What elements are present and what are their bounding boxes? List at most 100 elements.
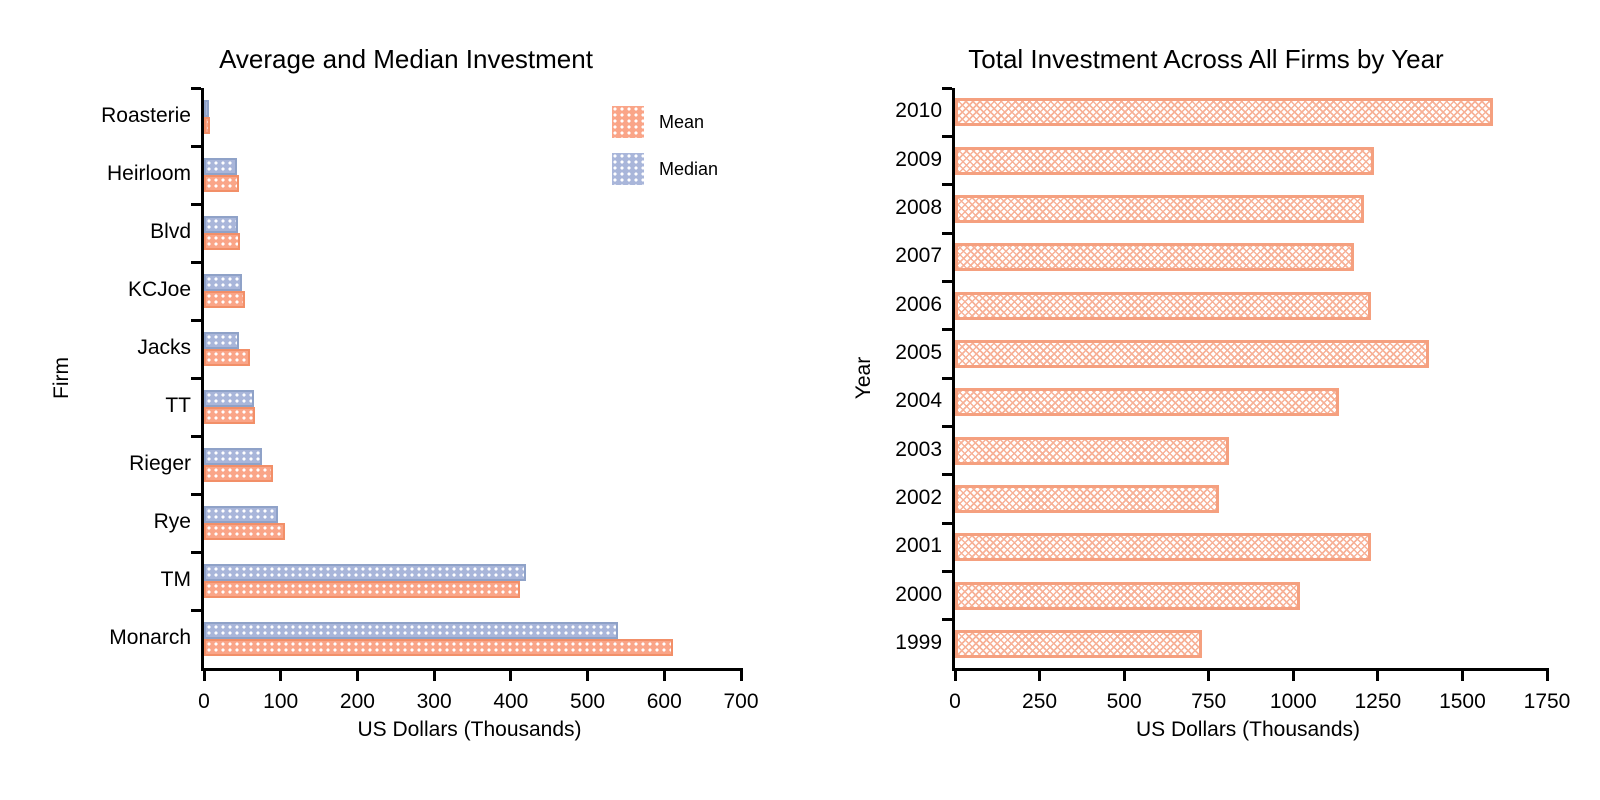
y-axis-tick [191, 492, 201, 496]
y-axis-tick [191, 608, 201, 612]
x-tick-label-1250: 1250 [1354, 690, 1402, 713]
bar-total-2009 [955, 146, 1375, 175]
bar-total-2004 [955, 388, 1339, 417]
bar-total-2010 [955, 98, 1493, 127]
chart-title-total-by-year: Total Investment Across All Firms by Yea… [968, 44, 1444, 74]
legend-swatch-median [612, 153, 644, 185]
x-axis-tick [1291, 668, 1295, 681]
y-axis-tick [191, 376, 201, 380]
bar-median-tm [204, 564, 527, 581]
bar-total-2006 [955, 291, 1372, 320]
category-label-2009: 2009 [895, 147, 942, 171]
x-axis-tick [1376, 668, 1380, 681]
bar-mean-heirloom [204, 175, 240, 192]
category-label-kcjoe: KCJoe [127, 278, 191, 301]
x-axis-label-right: US Dollars (Thousands) [1135, 718, 1361, 741]
category-label-rieger: Rieger [129, 452, 191, 475]
x-axis-tick [662, 668, 666, 681]
bar-median-blvd [204, 216, 238, 233]
bar-median-kcjoe [204, 274, 242, 291]
category-label-2005: 2005 [895, 340, 942, 364]
y-axis-tick [942, 376, 952, 380]
x-axis-tick [509, 668, 513, 681]
x-tick-label-0: 0 [949, 690, 961, 713]
x-tick-label-600: 600 [646, 690, 682, 713]
bar-mean-monarch [204, 639, 674, 656]
category-label-jacks: Jacks [137, 336, 191, 359]
category-label-2001: 2001 [895, 534, 942, 558]
bar-total-2005 [955, 339, 1429, 368]
y-axis-tick [191, 550, 201, 554]
x-axis-tick [279, 668, 283, 681]
y-axis-tick [191, 202, 201, 206]
category-label-tm: TM [160, 568, 191, 591]
x-tick-label-750: 750 [1191, 690, 1227, 713]
bar-mean-blvd [204, 233, 241, 250]
bar-mean-rye [204, 523, 286, 540]
bar-median-rye [204, 506, 279, 523]
x-tick-label-500: 500 [1106, 690, 1142, 713]
x-axis-tick [739, 668, 743, 681]
y-axis-tick [942, 86, 952, 90]
bar-mean-roasterie [204, 117, 211, 134]
category-label-roasterie: Roasterie [101, 104, 191, 127]
category-label-2003: 2003 [895, 437, 942, 461]
x-axis-tick [1545, 668, 1549, 681]
category-label-blvd: Blvd [150, 220, 191, 243]
x-axis-tick [355, 668, 359, 681]
bar-total-2002 [955, 484, 1219, 513]
bar-mean-jacks [204, 349, 251, 366]
y-axis-tick [191, 86, 201, 90]
bar-total-2008 [955, 194, 1365, 223]
y-axis-tick [942, 134, 952, 138]
x-tick-label-250: 250 [1022, 690, 1058, 713]
x-axis-tick [1122, 668, 1126, 681]
y-axis-tick [942, 473, 952, 477]
legend-swatch-mean [612, 106, 644, 138]
bar-mean-kcjoe [204, 291, 245, 308]
y-axis-tick [942, 618, 952, 622]
x-tick-label-0: 0 [198, 690, 210, 713]
y-axis-tick [942, 424, 952, 428]
bar-total-2001 [955, 533, 1372, 562]
bar-total-2000 [955, 581, 1301, 610]
x-tick-label-700: 700 [723, 690, 759, 713]
category-label-2000: 2000 [895, 582, 942, 606]
category-label-2010: 2010 [895, 99, 942, 123]
bar-median-heirloom [204, 158, 237, 175]
bar-median-jacks [204, 332, 240, 349]
x-tick-label-300: 300 [416, 690, 452, 713]
category-label-2007: 2007 [895, 244, 942, 268]
y-axis-tick [942, 231, 952, 235]
y-axis-tick [942, 521, 952, 525]
x-axis-tick [432, 668, 436, 681]
category-label-monarch: Monarch [109, 626, 191, 649]
legend-entry-mean: Mean [612, 106, 704, 138]
bar-total-2003 [955, 436, 1229, 465]
bar-median-monarch [204, 622, 619, 639]
plot-area-total-by-year: 2010 2009 2008 2007 2006 2005 2004 2003 2002 2001… [895, 86, 1570, 713]
y-axis-tick [191, 318, 201, 322]
category-label-heirloom: Heirloom [106, 162, 191, 185]
category-label-2002: 2002 [895, 485, 942, 509]
bar-median-roasterie [204, 100, 209, 117]
legend-label-median: Median [659, 158, 719, 179]
x-axis-tick [586, 668, 590, 681]
legend-entry-median: Median [612, 153, 718, 185]
bar-total-2007 [955, 243, 1355, 272]
category-label-1999: 1999 [895, 630, 942, 654]
x-tick-label-500: 500 [570, 690, 606, 713]
y-axis-tick [942, 183, 952, 187]
bar-total-1999 [955, 629, 1202, 658]
x-axis-label-left: US Dollars (Thousands) [357, 718, 582, 741]
category-label-2008: 2008 [895, 195, 942, 219]
category-label-rye: Rye [153, 510, 191, 533]
bar-mean-rieger [204, 465, 274, 482]
y-axis-tick [942, 328, 952, 332]
bar-median-rieger [204, 448, 263, 465]
x-tick-label-1750: 1750 [1523, 690, 1571, 713]
x-tick-label-200: 200 [339, 690, 375, 713]
category-label-tt: TT [165, 394, 191, 417]
